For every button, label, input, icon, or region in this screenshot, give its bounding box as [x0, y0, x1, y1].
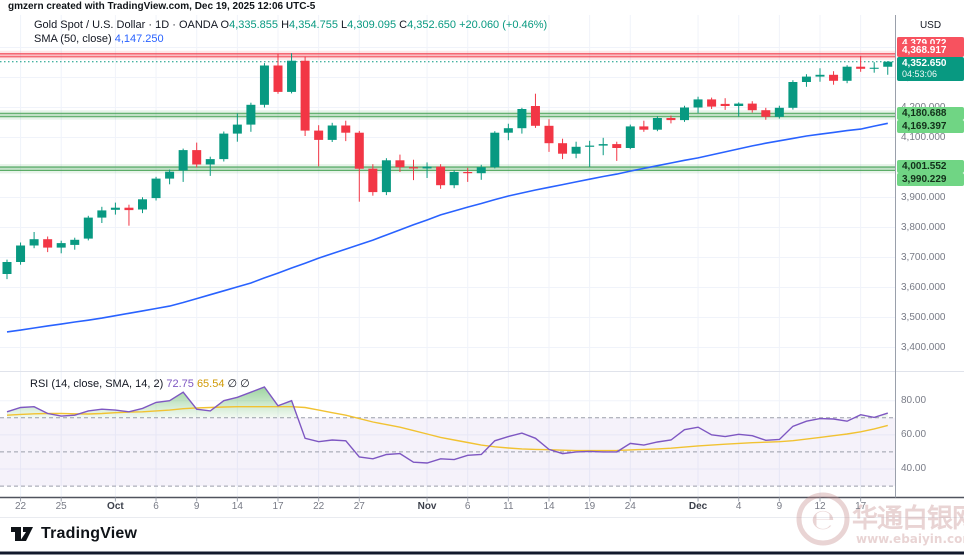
rsi-legend[interactable]: RSI (14, close, SMA, 14, 2) 72.75 65.54 … — [30, 377, 250, 390]
candlesticks[interactable] — [2, 53, 893, 280]
date-tick-label: 17 — [855, 501, 867, 512]
change-value: +20.060 (+0.46%) — [459, 19, 548, 31]
date-tick-label: 9 — [776, 501, 783, 512]
high-value: 4,354.755 — [289, 19, 338, 31]
price-tick-label: 3,400.000 — [901, 341, 946, 353]
sma-value: 4,147.250 — [114, 33, 164, 45]
bottom-bar — [0, 551, 964, 555]
date-tick-label: 24 — [624, 501, 636, 512]
price-zones[interactable] — [0, 50, 895, 174]
price-label-red: 4,368.917 — [897, 44, 964, 57]
price-label-value: 4,379.072 — [902, 38, 964, 49]
rsi-ma-value: 65.54 — [196, 378, 225, 390]
date-tick-label: 22 — [14, 501, 27, 512]
date-tick-label: 14 — [231, 501, 243, 512]
date-tick-label: 11 — [503, 501, 514, 512]
date-tick-label: 14 — [543, 501, 555, 512]
symbol-title: Gold Spot / U.S. Dollar — [34, 19, 146, 31]
rsi-label: RSI (14, close, SMA, 14, 2) — [30, 378, 164, 390]
price-tick-label: 3,500.000 — [901, 311, 946, 323]
sma-legend-row: SMA (50, close) 4,147.250 — [34, 33, 547, 45]
svg-text:华通白银网: 华通白银网 — [852, 503, 964, 534]
rsi-value: 72.75 — [166, 378, 194, 390]
currency-label[interactable]: USD — [897, 15, 964, 38]
symbol-interval: 1D — [155, 19, 170, 31]
rsi-hidden-marks: ∅ ∅ — [227, 378, 250, 390]
sma-label: SMA (50, close) — [34, 33, 112, 45]
price-label-green: 4,180.688 — [897, 107, 964, 120]
symbol-legend-row: Gold Spot / U.S. Dollar · 1D · OANDA O4,… — [34, 19, 547, 31]
date-tick-label: 9 — [193, 501, 200, 512]
price-label-current: 4,352.650 04:53:06 — [897, 57, 964, 81]
date-tick-marks — [20, 497, 862, 502]
low-value: 4,309.095 — [347, 19, 397, 31]
price-label-value: 4,180.688 — [902, 108, 947, 119]
date-tick-label: 27 — [353, 501, 365, 512]
date-tick-label: 12 — [814, 501, 826, 512]
symbol-exchange: OANDA — [178, 19, 218, 31]
svg-text:www.ebaiyin.com: www.ebaiyin.com — [856, 532, 964, 546]
open-value: 4,335.855 — [229, 19, 279, 31]
price-label-value: 4,368.917 — [902, 45, 947, 56]
rsi-overbought-fill — [7, 387, 888, 418]
price-tick-label: 3,700.000 — [901, 251, 946, 263]
date-tick-label: 4 — [735, 501, 742, 512]
price-label-green: 3,990.229 — [897, 173, 964, 186]
price-tick-label: 3,900.000 — [901, 191, 946, 203]
price-tick-label: 4,100.000 — [901, 131, 946, 143]
rsi-tick-label: 40.00 — [901, 463, 927, 474]
rsi-tick-label: 60.00 — [901, 428, 927, 440]
date-tick-label: Dec — [688, 501, 708, 512]
tradingview-logo[interactable]: TradingView — [10, 523, 137, 545]
watermark: ℮ 华通白银网www.ebaiyin.com — [796, 492, 964, 546]
rsi-band — [0, 417, 895, 487]
date-tick-label: Oct — [107, 501, 124, 512]
symbol-legend[interactable]: Gold Spot / U.S. Dollar · 1D · OANDA O4,… — [34, 19, 547, 45]
tradingview-logo-icon — [11, 527, 33, 541]
sma50-line — [6, 122, 888, 333]
rsi-lines — [6, 386, 889, 464]
legend-dot: · — [172, 19, 176, 31]
date-tick-label: 6 — [464, 501, 471, 512]
high-label: H — [281, 19, 290, 31]
date-tick-label: Nov — [417, 501, 437, 512]
date-tick-label: 25 — [55, 501, 67, 512]
countdown-timer: 04:53:06 — [902, 69, 938, 79]
date-tick-label: 19 — [584, 501, 596, 512]
close-label: C — [399, 19, 408, 31]
price-label-green: 4,169.397 — [897, 120, 964, 133]
price-label-value: 4,001.552 — [902, 161, 947, 172]
date-tick-label: 17 — [272, 501, 284, 512]
attribution-text: gmzern created with TradingView.com, Dec… — [8, 1, 316, 12]
price-label-green: 4,001.552 — [897, 160, 964, 173]
open-label: O — [220, 19, 230, 31]
date-tick-label: 6 — [153, 501, 159, 512]
date-tick-label: 22 — [313, 501, 325, 512]
price-tick-label: 3,600.000 — [901, 281, 946, 293]
svg-text:℮: ℮ — [811, 503, 835, 536]
price-tick-label: 3,800.000 — [901, 221, 946, 233]
low-label: L — [341, 19, 348, 31]
price-label-value: 4,352.650 — [902, 58, 947, 69]
legend-dot: · — [148, 19, 153, 31]
price-label-value: 3,990.229 — [902, 174, 947, 185]
close-value: 4,352.650 — [407, 19, 457, 31]
rsi-tick-label: 80.00 — [901, 394, 927, 406]
tradingview-brand-text: TradingView — [41, 525, 138, 542]
price-label-value: 4,169.397 — [902, 121, 947, 132]
